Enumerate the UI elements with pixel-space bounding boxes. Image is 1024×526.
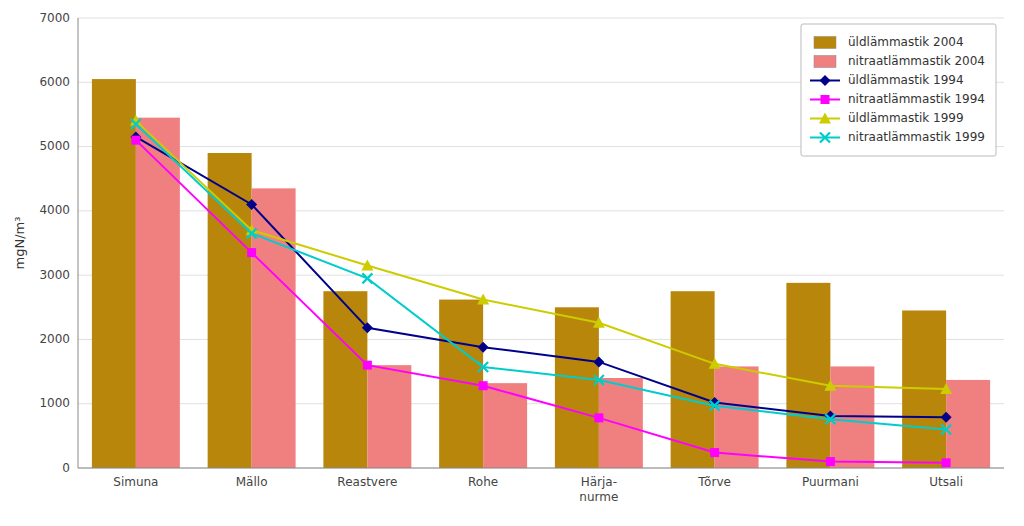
marker: [826, 457, 835, 466]
bar: [323, 291, 367, 468]
x-tick-label: Mällo: [236, 475, 268, 489]
legend-label: nitraatlämmastik 2004: [848, 54, 985, 68]
legend-marker: [819, 113, 831, 124]
line: [136, 140, 946, 463]
x-tick-label: Härja-nurme: [579, 475, 618, 504]
marker: [131, 119, 141, 129]
marker: [710, 401, 720, 411]
bar: [367, 365, 411, 468]
marker: [362, 322, 373, 333]
legend-marker: [820, 133, 830, 143]
bar: [252, 188, 296, 468]
marker: [940, 383, 952, 394]
legend-swatch: [814, 37, 836, 49]
marker: [478, 362, 488, 372]
legend-box: [801, 24, 996, 156]
grid: [78, 18, 1004, 468]
x-tick-label-line: Härja-: [581, 475, 617, 489]
x-tick-label-line: Rohe: [468, 475, 498, 489]
legend-label: üldlämmastik 1994: [848, 73, 964, 87]
grid-line: [78, 18, 1004, 19]
marker: [941, 424, 951, 434]
marker: [361, 260, 373, 271]
y-tick-label: 3000: [39, 268, 70, 282]
y-axis-label: mgN/m³: [12, 217, 27, 270]
line: [136, 121, 946, 389]
x-tick-label: Puurmani: [802, 475, 859, 489]
x-tick-label-line: nurme: [579, 490, 618, 504]
bar: [946, 380, 990, 468]
bar: [599, 378, 643, 468]
x-tick-label-line: Reastvere: [337, 475, 397, 489]
grid-line: [78, 468, 1004, 469]
marker: [131, 136, 140, 145]
y-tick-label: 6000: [39, 75, 70, 89]
legend-label: üldlämmastik 1999: [848, 111, 964, 125]
legend-marker: [820, 95, 829, 104]
line: [136, 137, 946, 417]
marker: [594, 413, 603, 422]
x-tick-label: Tõrve: [697, 475, 731, 489]
marker: [479, 381, 488, 390]
marker: [363, 361, 372, 370]
marker: [593, 317, 605, 328]
marker: [247, 228, 257, 238]
x-tick-label: Rohe: [468, 475, 498, 489]
plot-area: [92, 79, 990, 468]
x-tick-label-line: Puurmani: [802, 475, 859, 489]
marker: [709, 358, 721, 369]
y-tick-label: 5000: [39, 139, 70, 153]
marker: [246, 199, 257, 210]
marker: [710, 448, 719, 457]
x-axis: [78, 468, 1004, 469]
bar: [136, 118, 180, 468]
marker: [478, 342, 489, 353]
legend-marker: [819, 75, 830, 86]
marker: [593, 356, 604, 367]
x-tick-label-line: Mällo: [236, 475, 268, 489]
y-axis: [78, 18, 79, 468]
legend-items: üldlämmastik 2004 nitraatlämmastik 2004 ül…: [810, 35, 985, 144]
marker: [825, 414, 835, 424]
line: [136, 124, 946, 429]
x-tick-label: Reastvere: [337, 475, 397, 489]
marker: [362, 273, 372, 283]
legend: üldlämmastik 2004 nitraatlämmastik 2004 ül…: [801, 24, 996, 156]
marker: [477, 294, 489, 305]
marker: [594, 375, 604, 385]
y-tick-label: 4000: [39, 203, 70, 217]
x-tick-label-line: Tõrve: [697, 475, 731, 489]
bar: [786, 283, 830, 468]
bar: [92, 79, 136, 468]
legend-label: üldlämmastik 2004: [848, 35, 964, 49]
x-tick-label: Utsali: [929, 475, 963, 489]
marker: [247, 248, 256, 257]
x-tick-label-line: Simuna: [113, 475, 158, 489]
bar: [555, 307, 599, 468]
marker: [941, 412, 952, 423]
legend-label: nitraatlämmastik 1999: [848, 130, 985, 144]
legend-swatch: [814, 56, 836, 68]
marker: [942, 458, 951, 467]
y-tick-label: 7000: [39, 11, 70, 25]
y-tick-label: 0: [62, 461, 70, 475]
x-tick-label: Simuna: [113, 475, 158, 489]
x-tick-label-line: Utsali: [929, 475, 963, 489]
marker: [824, 380, 836, 391]
y-tick-label: 1000: [39, 396, 70, 410]
y-tick-label: 2000: [39, 332, 70, 346]
legend-label: nitraatlämmastik 1994: [848, 92, 985, 106]
